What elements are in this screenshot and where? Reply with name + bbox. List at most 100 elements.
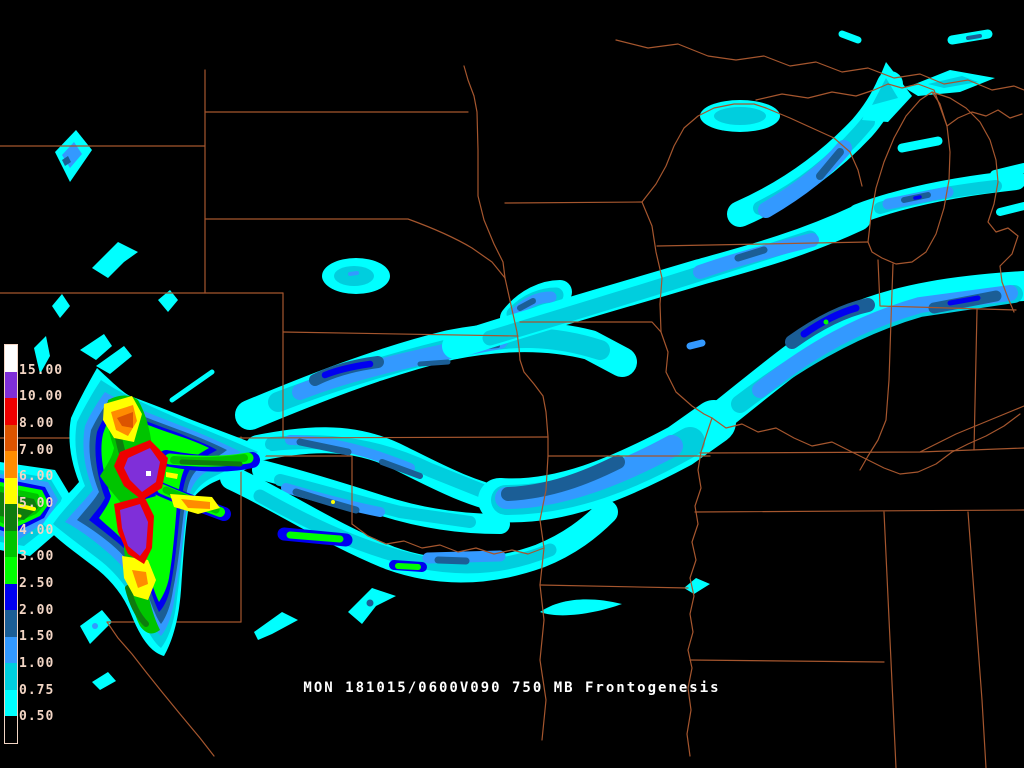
contour-band xyxy=(501,455,625,501)
contour-band xyxy=(166,472,178,479)
contour-band xyxy=(92,242,138,278)
contour-band xyxy=(158,290,178,312)
state-border-line xyxy=(859,263,894,471)
contour-band xyxy=(872,78,898,105)
contour-band xyxy=(331,500,335,504)
contour-band xyxy=(752,285,1018,398)
colorbar-label: 15.00 xyxy=(19,362,64,378)
colorbar-segments xyxy=(5,345,17,743)
contour-band xyxy=(686,339,706,350)
contour-bands xyxy=(0,29,1024,690)
state-border-line xyxy=(919,405,1024,453)
colorbar-label: 2.50 xyxy=(19,576,55,591)
colorbar-segment-cyan xyxy=(5,689,17,717)
state-border-line xyxy=(504,201,643,204)
contour-band xyxy=(52,294,70,318)
contour-band xyxy=(92,623,98,629)
state-border-line xyxy=(711,413,1021,475)
state-border-line xyxy=(877,259,1017,311)
contour-band xyxy=(816,148,844,180)
contour-band xyxy=(947,295,981,306)
contour-band xyxy=(897,136,943,153)
colorbar xyxy=(4,344,18,744)
contour-band xyxy=(120,504,148,556)
contour-band xyxy=(286,531,344,543)
colorbar-label: 1.00 xyxy=(19,656,55,671)
contour-band xyxy=(434,556,470,565)
state-border-line xyxy=(883,511,897,768)
colorbar-segment-orange-red xyxy=(5,424,17,452)
contour-band xyxy=(996,202,1024,216)
contour-band xyxy=(990,163,1024,180)
map-title: MON 181015/0600V090 750 MB Frontogenesis xyxy=(303,680,721,696)
colorbar-segment-purple xyxy=(5,371,17,399)
colorbar-label: 5.00 xyxy=(19,496,55,511)
contour-band xyxy=(348,588,396,624)
contour-band xyxy=(913,195,922,200)
colorbar-label: 6.00 xyxy=(19,469,55,485)
colorbar-label: 1.50 xyxy=(19,629,55,645)
contour-band xyxy=(966,34,982,40)
contour-band xyxy=(366,599,374,607)
state-border-line xyxy=(519,359,549,457)
contour-band xyxy=(132,570,148,588)
state-border-line xyxy=(106,621,215,757)
state-border-line xyxy=(694,509,1024,513)
colorbar-segment-white xyxy=(5,345,17,372)
contour-band xyxy=(714,107,766,125)
colorbar-segment-green xyxy=(5,530,17,558)
state-border-line xyxy=(931,91,1019,313)
state-border-line xyxy=(519,321,662,333)
state-border-line xyxy=(204,218,506,279)
contour-band xyxy=(80,334,112,360)
contour-band xyxy=(334,266,374,286)
state-border-line xyxy=(867,91,951,265)
contour-band xyxy=(146,471,151,476)
colorbar-segment-dodger-blue xyxy=(5,636,17,664)
colorbar-label: 2.00 xyxy=(19,602,55,618)
state-border-line xyxy=(641,201,713,419)
state-border-line xyxy=(615,39,1024,91)
state-border-line xyxy=(765,107,863,187)
colorbar-label: 10.00 xyxy=(19,389,64,405)
state-border-line xyxy=(463,65,506,279)
contour-band xyxy=(117,412,133,428)
colorbar-label: 0.75 xyxy=(19,682,55,698)
frontogenesis-maximum xyxy=(43,368,270,656)
contour-band xyxy=(14,503,36,511)
colorbar-segment-steel-blue xyxy=(5,610,17,637)
colorbar-label: 3.00 xyxy=(19,549,55,565)
contour-band xyxy=(734,246,768,262)
state-border-line xyxy=(539,455,549,586)
state-border-line xyxy=(967,511,987,768)
state-border-line xyxy=(946,109,1023,127)
colorbar-segment-below-min xyxy=(5,716,17,743)
contour-band xyxy=(296,438,352,456)
contour-band xyxy=(684,578,710,594)
contour-band xyxy=(62,156,71,166)
state-border-line xyxy=(699,447,1024,454)
contour-band xyxy=(96,346,132,374)
state-border-line xyxy=(351,523,545,555)
colorbar-segment-orange xyxy=(5,451,17,478)
contour-band xyxy=(181,499,210,509)
contour-band xyxy=(800,304,860,338)
state-borders xyxy=(0,39,1024,768)
colorbar-label: 4.00 xyxy=(19,522,55,538)
state-border-line xyxy=(686,417,713,757)
contour-band xyxy=(417,359,451,367)
contour-band xyxy=(125,585,149,627)
contour-band xyxy=(838,30,862,44)
contour-band xyxy=(379,459,423,479)
state-border-line xyxy=(656,241,869,247)
colorbar-segment-yellow xyxy=(5,477,17,505)
state-border-line xyxy=(539,584,547,741)
contour-band xyxy=(179,459,243,467)
state-border-line xyxy=(282,331,519,337)
contour-band xyxy=(34,336,50,374)
state-border-line xyxy=(641,103,767,203)
contour-band xyxy=(274,474,476,528)
contour-band xyxy=(540,599,622,616)
